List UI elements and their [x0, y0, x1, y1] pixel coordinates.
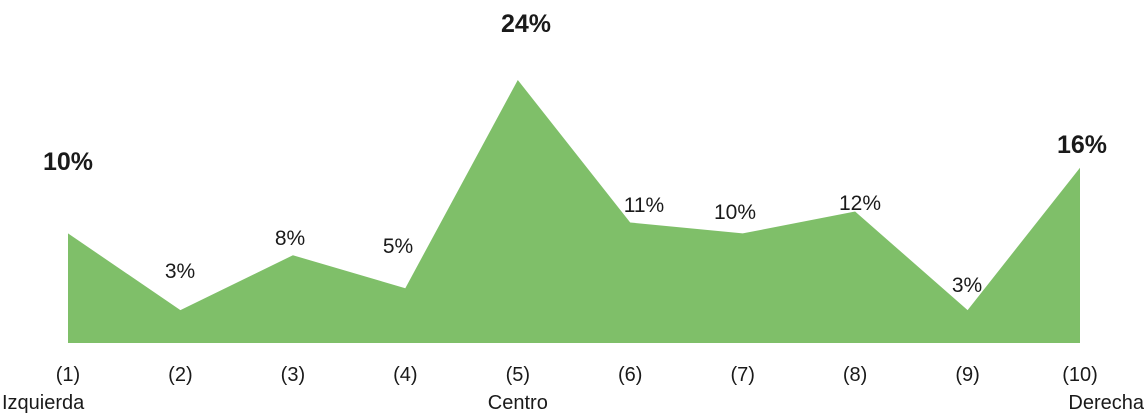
data-label-layer: 10% 3% 8% 5% 24% 11% 10% 12% 3% 16% — [43, 10, 1107, 297]
data-label: 12% — [839, 192, 881, 215]
data-label: 3% — [952, 274, 982, 297]
data-label: 8% — [275, 227, 305, 250]
x-tick-sublabel: Derecha — [1068, 392, 1144, 414]
x-tick-sublabel: Izquierda — [2, 392, 85, 414]
data-label: 3% — [165, 260, 195, 283]
data-label: 24% — [501, 10, 551, 38]
data-label: 10% — [43, 148, 93, 176]
x-tick-label: (10) — [1062, 364, 1098, 386]
area-layer — [68, 80, 1080, 343]
area-series — [68, 80, 1080, 343]
x-tick-label: (7) — [730, 364, 754, 386]
x-tick-label: (8) — [843, 364, 867, 386]
x-tick-sublabel: Centro — [488, 392, 548, 414]
x-tick-label: (4) — [393, 364, 417, 386]
x-tick-label: (3) — [281, 364, 305, 386]
data-label: 10% — [714, 201, 756, 224]
x-tick-label: (5) — [506, 364, 530, 386]
x-tick-label: (6) — [618, 364, 642, 386]
x-axis-ticks: (1) Izquierda (2) (3) (4) (5) Centro (6) (7) (8) (… — [2, 364, 1145, 414]
data-label: 5% — [383, 235, 413, 258]
x-tick-label: (1) — [56, 364, 80, 386]
data-label: 16% — [1057, 131, 1107, 159]
x-tick-label: (9) — [955, 364, 979, 386]
data-label: 11% — [624, 194, 664, 217]
x-tick-label: (2) — [168, 364, 192, 386]
